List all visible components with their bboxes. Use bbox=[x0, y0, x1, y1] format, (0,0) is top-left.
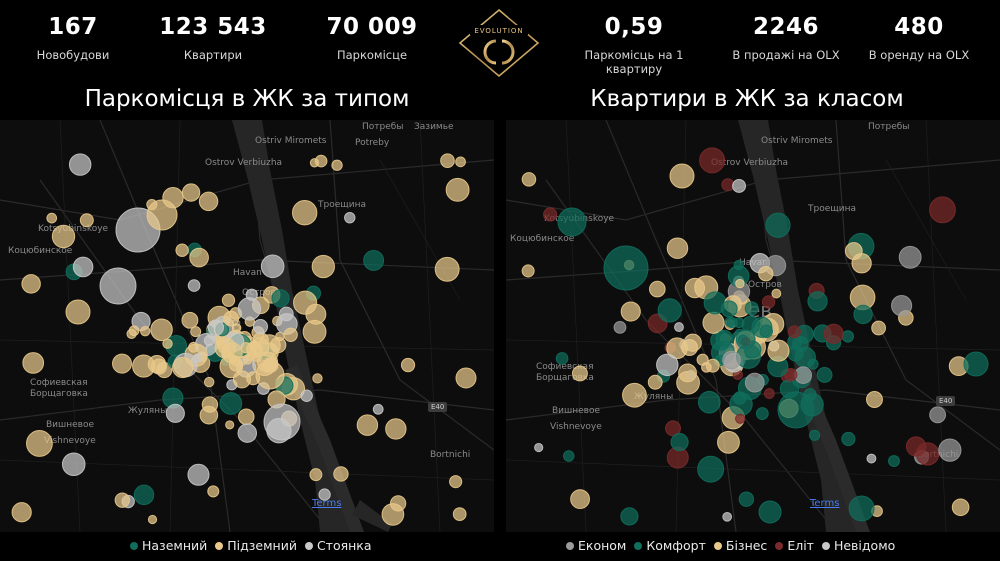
terms-link[interactable]: Terms bbox=[312, 498, 342, 509]
map-label: Зазимье bbox=[414, 122, 454, 132]
legend-dot-icon bbox=[634, 541, 643, 550]
legend-item[interactable]: Комфорт bbox=[634, 538, 706, 553]
map-label: Вишневое bbox=[46, 420, 95, 430]
kpi-label: Паркомісце bbox=[336, 48, 408, 62]
highway-shield: E40 bbox=[428, 402, 448, 412]
kpi-new-buildings: 167 Новобудови bbox=[8, 14, 138, 62]
right-legend: Економ Комфорт Бізнес Еліт Невідомо bbox=[566, 538, 903, 553]
legend-label: Комфорт bbox=[646, 538, 706, 553]
logo-text: EVOLUTION bbox=[474, 27, 523, 35]
map-label: Havan bbox=[739, 258, 768, 268]
kpi-value: 123 543 bbox=[159, 14, 267, 40]
legend-label: Бізнес bbox=[725, 538, 768, 553]
kpi-value: 0,59 bbox=[604, 14, 664, 40]
legend-item[interactable]: Економ bbox=[566, 538, 626, 553]
map-label: Havan bbox=[233, 268, 262, 278]
map-label: Потребы bbox=[868, 122, 910, 132]
map-label: Жуляны bbox=[128, 406, 168, 416]
legend-dot-icon bbox=[304, 541, 313, 550]
evolution-logo: EVOLUTION bbox=[456, 8, 542, 78]
legend-item[interactable]: Невідомо bbox=[821, 538, 896, 553]
map-label: Bortnichi bbox=[918, 450, 959, 460]
map-city-label: ев bbox=[748, 298, 773, 322]
kpi-value: 70 009 bbox=[326, 14, 418, 40]
right-map-canvas bbox=[506, 120, 1000, 532]
legend-label: Стоянка bbox=[316, 538, 372, 553]
map-label: Ostrov Verbiuzha bbox=[205, 158, 283, 168]
right-chart-title: Квартири в ЖК за класом bbox=[590, 86, 904, 112]
map-label: Ostrov Verbiuzha bbox=[711, 158, 789, 168]
map-label: Вишневое bbox=[552, 406, 601, 416]
evolution-monogram-logo: EVOLUTION bbox=[458, 8, 540, 78]
kpi-label: В продажі на OLX bbox=[732, 48, 840, 62]
legend-dot-icon bbox=[713, 541, 722, 550]
kpi-value: 480 bbox=[894, 14, 944, 40]
left-legend: Наземний Підземний Стоянка bbox=[130, 538, 380, 553]
left-map-canvas bbox=[0, 120, 494, 532]
map-label: Жуляны bbox=[634, 392, 674, 402]
legend-dot-icon bbox=[215, 541, 224, 550]
highway-shield: E40 bbox=[936, 396, 956, 406]
kpi-apartments: 123 543 Квартири bbox=[148, 14, 278, 62]
kpi-parking: 70 009 Паркомісце bbox=[307, 14, 437, 62]
right-map[interactable]: Потребы Ostriv Miromets Ostrov Verbiuzha… bbox=[506, 120, 1000, 532]
map-label: Vishnevoye bbox=[550, 422, 602, 432]
left-chart-title: Паркомісця в ЖК за типом bbox=[84, 86, 410, 112]
map-label: Коцюбинское bbox=[510, 234, 575, 244]
left-map[interactable]: Потребы Зазимье Ostriv Miromets Potreby … bbox=[0, 120, 494, 532]
map-label: Остров bbox=[748, 280, 782, 290]
kpi-olx-rent: 480 В оренду на OLX bbox=[854, 14, 984, 62]
legend-dot-icon bbox=[566, 541, 574, 550]
legend-item[interactable]: Стоянка bbox=[304, 538, 372, 553]
map-label: Потребы bbox=[362, 122, 404, 132]
legend-item[interactable]: Наземний bbox=[130, 538, 207, 553]
kpi-label: Паркомісць на 1 квартиру bbox=[584, 48, 684, 76]
kpi-label: Новобудови bbox=[36, 48, 110, 62]
legend-item[interactable]: Еліт bbox=[775, 538, 814, 553]
legend-item[interactable]: Бізнес bbox=[713, 538, 768, 553]
kpi-parking-per-apartment: 0,59 Паркомісць на 1 квартиру bbox=[564, 14, 704, 76]
map-label: Остров bbox=[242, 288, 276, 298]
legend-dot-icon bbox=[130, 541, 138, 550]
legend-label: Наземний bbox=[142, 538, 208, 553]
map-label: Троещина bbox=[318, 200, 366, 210]
map-label: Коцюбинское bbox=[8, 246, 73, 256]
kpi-olx-sale: 2246 В продажі на OLX bbox=[721, 14, 851, 62]
legend-item[interactable]: Підземний bbox=[215, 538, 297, 553]
map-label: Kotsyubinskoye bbox=[544, 214, 615, 224]
terms-link[interactable]: Terms bbox=[810, 498, 840, 509]
legend-dot-icon bbox=[821, 541, 830, 550]
legend-label: Економ bbox=[578, 538, 627, 553]
map-label: Bortnichi bbox=[430, 450, 471, 460]
kpi-label: Квартири bbox=[183, 48, 243, 62]
map-label: Vishnevoye bbox=[44, 436, 96, 446]
map-label: Ostriv Miromets bbox=[761, 136, 833, 146]
map-label: Софиевская Борщаговка bbox=[30, 378, 88, 399]
legend-label: Еліт bbox=[787, 538, 814, 553]
kpi-value: 2246 bbox=[752, 14, 819, 40]
kpi-label: В оренду на OLX bbox=[868, 48, 970, 62]
kpi-value: 167 bbox=[48, 14, 98, 40]
map-label: Троещина bbox=[808, 204, 856, 214]
legend-label: Підземний bbox=[227, 538, 297, 553]
legend-label: Невідомо bbox=[833, 538, 896, 553]
map-label: Kotsyubinskoye bbox=[38, 224, 109, 234]
map-city-label: ев bbox=[218, 312, 243, 336]
map-label: Potreby bbox=[355, 138, 390, 148]
map-label: Ostriv Miromets bbox=[255, 136, 327, 146]
map-label: Софиевская Борщаговка bbox=[536, 362, 594, 383]
legend-dot-icon bbox=[775, 541, 784, 550]
